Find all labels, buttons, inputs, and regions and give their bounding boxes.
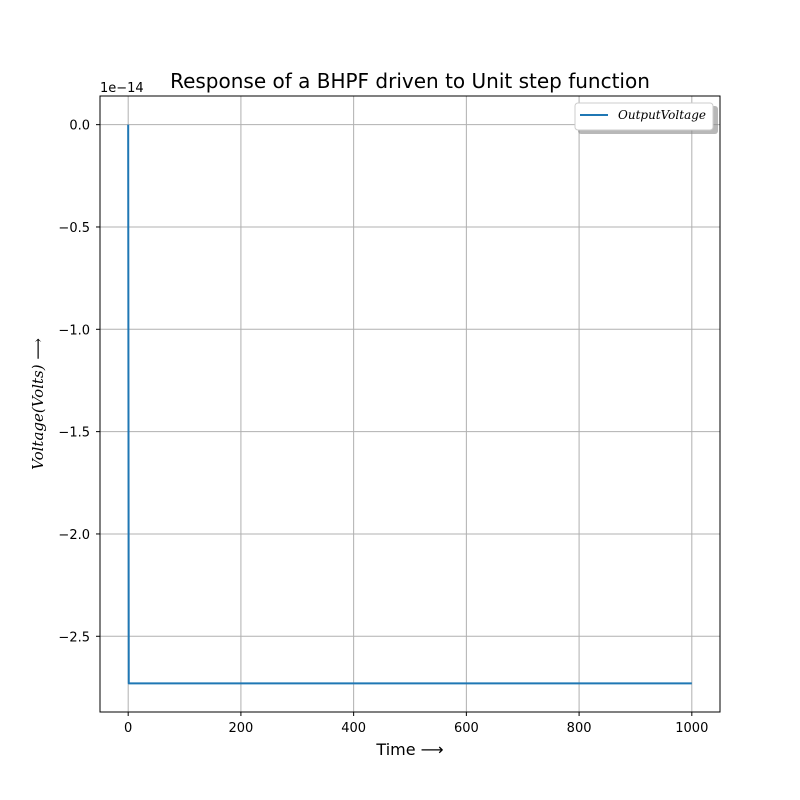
x-tick-label: 600 [454,721,479,736]
y-offset-label: 1e−14 [100,81,144,96]
x-tick-label: 800 [567,721,592,736]
chart-title: Response of a BHPF driven to Unit step f… [170,69,650,93]
x-tick-label: 0 [124,721,132,736]
series-line-output-voltage [127,124,692,685]
tick-layer: 0 200 400 600 800 1000 0.0 −0.5 −1.0 −1.5 −2.0 −2.5 [58,119,708,736]
legend-box [574,102,714,131]
y-tick-label: −1.0 [58,323,90,338]
y-axis-label: Voltage(Volts) ⟶ [29,338,47,470]
y-tick-label: −0.5 [58,221,90,236]
y-tick-label: −2.0 [58,528,90,543]
x-tick-label: 400 [341,721,366,736]
y-tick-label: −1.5 [58,426,90,441]
legend: OutputVoltage [574,102,718,134]
y-tick-label: −2.5 [58,630,90,645]
x-axis-label: Time ⟶ [375,740,443,759]
series-layer [127,124,692,685]
legend-entry-output-voltage: OutputVoltage [618,108,706,122]
plot-frame [99,95,721,713]
x-tick-label: 200 [228,721,253,736]
y-tick-label: 0.0 [69,119,90,134]
x-tick-label: 1000 [675,721,708,736]
grid-layer [100,96,720,712]
